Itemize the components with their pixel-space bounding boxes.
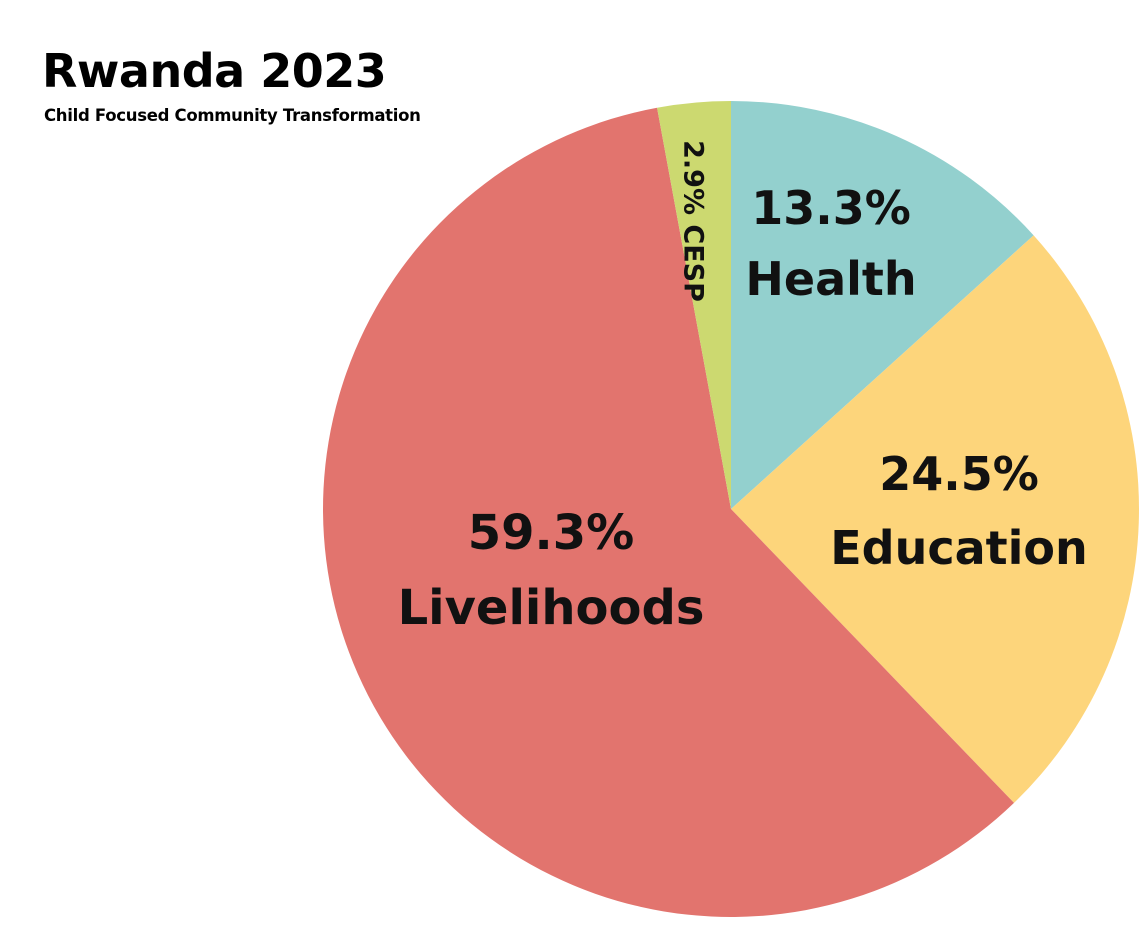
chart-title: Rwanda 2023 <box>42 44 387 98</box>
slice-name-education: Education <box>830 521 1088 575</box>
pie-slice-cesp <box>657 101 731 509</box>
slice-name-health: Health <box>745 252 916 306</box>
slice-label-cesp: 2.9% CESP <box>678 140 709 302</box>
pie-slice-livelihoods <box>323 107 1015 917</box>
pie-slice-health <box>731 101 1034 509</box>
chart-subtitle: Child Focused Community Transformation <box>44 106 421 125</box>
slice-percent-education: 24.5% <box>879 447 1039 501</box>
pie-slice-education <box>731 235 1140 803</box>
slice-percent-livelihoods: 59.3% <box>468 505 635 561</box>
slice-percent-health: 13.3% <box>751 181 911 235</box>
slice-name-livelihoods: Livelihoods <box>398 580 705 636</box>
